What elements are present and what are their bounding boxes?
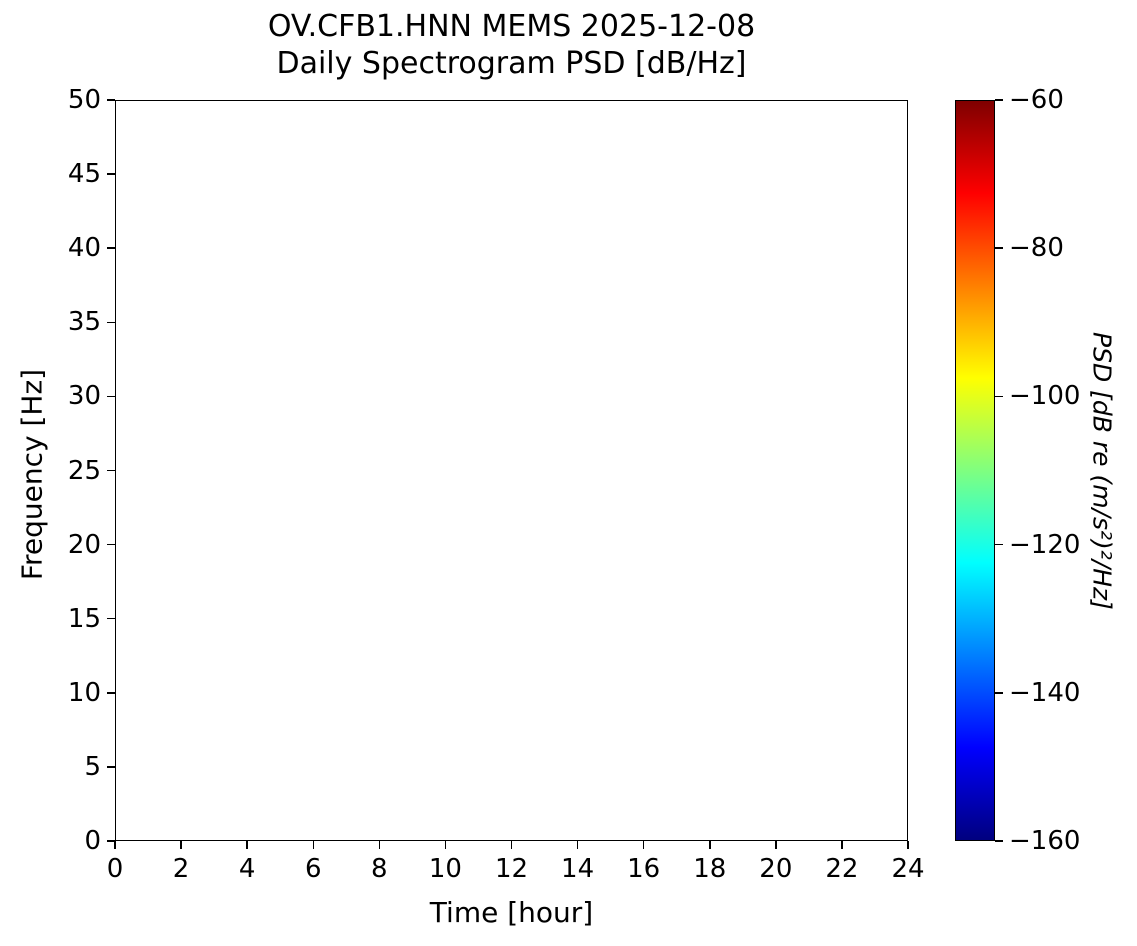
y-tick-label: 25 xyxy=(67,455,101,486)
x-tick-mark xyxy=(246,841,248,849)
y-tick-mark xyxy=(107,840,115,842)
y-tick-label: 45 xyxy=(67,159,101,190)
y-tick-label: 20 xyxy=(67,529,101,560)
x-tick-mark xyxy=(312,841,314,849)
chart-title-line2: Daily Spectrogram PSD [dB/Hz] xyxy=(276,46,747,81)
colorbar-tick-mark xyxy=(995,840,1003,842)
x-tick-label: 14 xyxy=(561,854,595,884)
x-tick-mark xyxy=(576,841,579,849)
y-tick-mark xyxy=(107,469,115,472)
y-tick-mark xyxy=(107,617,115,620)
x-tick-label: 22 xyxy=(825,854,859,884)
colorbar-tick-label: −100 xyxy=(1009,381,1081,412)
y-tick-label: 15 xyxy=(67,603,101,634)
colorbar-tick-label: −140 xyxy=(1009,677,1081,708)
x-tick-label: 8 xyxy=(371,854,388,884)
y-tick-label: 30 xyxy=(67,381,101,412)
colorbar-tick-mark xyxy=(995,395,1003,398)
x-tick-mark xyxy=(180,841,182,849)
x-tick-mark xyxy=(841,841,843,849)
x-tick-mark xyxy=(642,841,645,849)
colorbar-tick-label: −60 xyxy=(1009,85,1064,115)
y-tick-label: 35 xyxy=(67,307,101,338)
plot-area xyxy=(115,100,908,841)
colorbar-tick-mark xyxy=(995,543,1003,546)
y-tick-label: 5 xyxy=(84,751,101,782)
x-tick-label: 2 xyxy=(172,854,190,884)
y-tick-mark xyxy=(107,173,115,175)
x-tick-mark xyxy=(510,841,513,849)
x-tick-mark xyxy=(775,841,777,849)
colorbar-tick-label: −120 xyxy=(1009,529,1081,560)
colorbar-tick-label: −160 xyxy=(1009,826,1081,856)
x-tick-mark xyxy=(907,841,909,849)
y-tick-mark xyxy=(107,395,115,398)
x-tick-mark xyxy=(378,841,381,849)
x-tick-label: 16 xyxy=(627,854,661,884)
x-tick-label: 4 xyxy=(238,854,256,884)
x-tick-label: 24 xyxy=(891,854,925,884)
x-axis-label: Time [hour] xyxy=(429,896,594,929)
colorbar-tick-mark xyxy=(995,247,1003,249)
colorbar-label: PSD [dB re (m/s²)²/Hz] xyxy=(1087,331,1117,610)
x-tick-label: 0 xyxy=(106,854,124,884)
x-tick-label: 10 xyxy=(428,854,462,884)
y-tick-label: 50 xyxy=(67,85,101,115)
y-tick-mark xyxy=(107,99,115,101)
chart-title-line1: OV.CFB1.HNN MEMS 2025-12-08 xyxy=(267,9,756,44)
x-tick-mark xyxy=(709,841,711,849)
x-tick-label: 20 xyxy=(759,854,793,884)
chart-title: OV.CFB1.HNN MEMS 2025-12-08 Daily Spectr… xyxy=(115,8,908,82)
y-tick-mark xyxy=(107,692,115,694)
colorbar-tick-mark xyxy=(995,99,1003,101)
x-tick-label: 6 xyxy=(304,854,322,884)
colorbar-tick-label: −80 xyxy=(1009,233,1064,264)
y-tick-mark xyxy=(107,247,115,249)
x-tick-label: 12 xyxy=(494,854,529,884)
y-tick-mark xyxy=(107,321,115,324)
x-tick-mark xyxy=(444,841,447,849)
x-tick-label: 18 xyxy=(693,854,727,884)
y-tick-mark xyxy=(107,543,115,546)
x-tick-mark xyxy=(114,841,116,849)
colorbar xyxy=(955,100,995,841)
colorbar-tick-mark xyxy=(995,692,1003,694)
y-tick-label: 10 xyxy=(67,677,101,708)
y-tick-label: 40 xyxy=(67,233,101,264)
y-tick-label: 0 xyxy=(84,826,101,856)
y-tick-mark xyxy=(107,766,115,768)
